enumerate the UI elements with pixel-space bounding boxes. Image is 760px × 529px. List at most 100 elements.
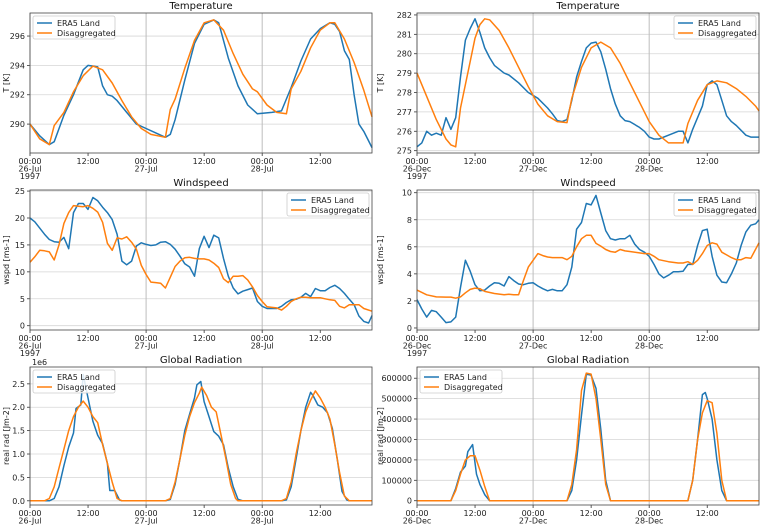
series-line-disaggregated: [30, 386, 372, 502]
x-tick-label: 00:00: [251, 157, 274, 166]
x-tick-label: 00:00: [135, 334, 158, 343]
y-tick-label: 0.5: [12, 473, 25, 482]
y-tick-label: 2.0: [12, 403, 25, 412]
y-tick-label: 8: [407, 216, 412, 225]
y-tick-label: 279: [397, 69, 412, 78]
chart-title: Temperature: [168, 1, 232, 12]
y-tick-label: 292: [10, 91, 25, 100]
legend-label: ERA5 Land: [444, 373, 487, 382]
series-line-era5-land: [29, 196, 373, 324]
x-tick-label: 00:00: [18, 157, 41, 166]
y-tick-label: 2: [407, 297, 412, 306]
x-tick-label: 26-Jul: [18, 517, 41, 526]
y-tick-label: 290: [10, 120, 25, 129]
x-tick-label: 00:00: [638, 509, 661, 518]
axes-frame: [29, 366, 373, 506]
y-tick-label: 296: [10, 32, 25, 41]
legend-label: ERA5 Land: [57, 19, 100, 28]
chart-title: Windspeed: [560, 178, 615, 189]
y-tick-label: 0: [20, 322, 25, 331]
x-tick-label: 00:00: [18, 509, 41, 518]
chart-title: Windspeed: [173, 178, 228, 189]
y-tick-label: 15: [15, 241, 25, 250]
y-tick-label: 281: [397, 30, 412, 39]
y-tick-label: 300000: [381, 435, 412, 444]
x-tick-label: 00:00: [405, 157, 428, 166]
legend-label: ERA5 Land: [57, 373, 100, 382]
series-line-disaggregated: [29, 19, 373, 146]
x-tick-label: 27-Jul: [135, 517, 158, 526]
legend-box: [286, 192, 370, 217]
y-axis-label: wspd [ms-1]: [376, 235, 385, 285]
axes-frame: [29, 12, 373, 154]
y-tick-label: 10: [15, 268, 25, 277]
y-tick-label: 10: [402, 189, 412, 198]
legend-label: Disaggregated: [444, 383, 503, 392]
x-tick-label: 27-Jul: [135, 165, 158, 174]
x-tick-label: 12:00: [464, 157, 487, 166]
y-tick-label: 0: [407, 497, 412, 506]
axes-frame: [29, 189, 373, 331]
x-tick-label: 1997: [407, 349, 427, 358]
x-tick-label: 26-Jul: [18, 165, 41, 174]
x-tick-label: 12:00: [580, 157, 603, 166]
legend-label: ERA5 Land: [311, 196, 354, 205]
x-tick-label: 1997: [407, 172, 427, 181]
legend-label: Disaggregated: [57, 383, 116, 392]
chart-title: Global Radiation: [547, 355, 629, 366]
axis-offset-label: 1e6: [32, 358, 47, 367]
x-tick-label: 12:00: [77, 334, 100, 343]
legend-box: [32, 15, 116, 40]
y-tick-label: 0: [407, 324, 412, 333]
x-tick-label: 00:00: [522, 509, 545, 518]
legend-box: [32, 369, 116, 394]
x-tick-label: 12:00: [580, 509, 603, 518]
x-tick-label: 26-Dec: [403, 342, 432, 351]
chart-title: Temperature: [555, 1, 619, 12]
x-tick-label: 27-Dec: [519, 165, 548, 174]
legend-label: Disaggregated: [311, 206, 370, 215]
series-line-era5-land: [416, 194, 760, 324]
y-tick-label: 278: [397, 89, 412, 98]
y-tick-label: 25: [15, 187, 25, 196]
x-tick-label: 12:00: [696, 334, 719, 343]
y-axis-label: T [K]: [376, 74, 385, 94]
x-tick-label: 12:00: [309, 509, 332, 518]
y-tick-label: 600000: [381, 374, 412, 383]
series-line-disaggregated: [417, 372, 759, 502]
y-tick-label: 100000: [381, 476, 412, 485]
y-tick-label: 4: [407, 270, 412, 279]
y-tick-label: 1.0: [12, 450, 25, 459]
x-tick-label: 28-Dec: [635, 517, 664, 526]
y-axis-label: wspd [ms-1]: [2, 235, 11, 285]
axes-frame: [416, 12, 760, 154]
legend-box: [673, 15, 757, 40]
x-tick-label: 12:00: [193, 509, 216, 518]
x-tick-label: 00:00: [251, 334, 274, 343]
y-axis-label: real rad [Jm-2]: [2, 407, 11, 465]
series-line-era5-land: [29, 19, 373, 148]
x-tick-label: 00:00: [135, 509, 158, 518]
y-tick-label: 2.5: [12, 380, 25, 389]
x-tick-label: 26-Jul: [18, 342, 41, 351]
legend-label: Disaggregated: [698, 29, 757, 38]
x-tick-label: 12:00: [696, 509, 719, 518]
x-tick-label: 12:00: [464, 509, 487, 518]
series-line-era5-land: [417, 373, 759, 502]
x-tick-label: 28-Dec: [635, 165, 664, 174]
x-tick-label: 27-Dec: [519, 342, 548, 351]
subplot-global-radiation-right: 0 100000 200000 300000 400000 500000 600000 00:…: [376, 355, 760, 526]
x-tick-label: 1997: [20, 349, 40, 358]
y-tick-label: 200000: [381, 456, 412, 465]
y-tick-label: 294: [10, 61, 25, 70]
x-tick-label: 28-Dec: [635, 342, 664, 351]
y-tick-label: 280: [397, 50, 412, 59]
series-line-era5-land: [416, 18, 759, 148]
y-tick-label: 275: [397, 147, 412, 156]
